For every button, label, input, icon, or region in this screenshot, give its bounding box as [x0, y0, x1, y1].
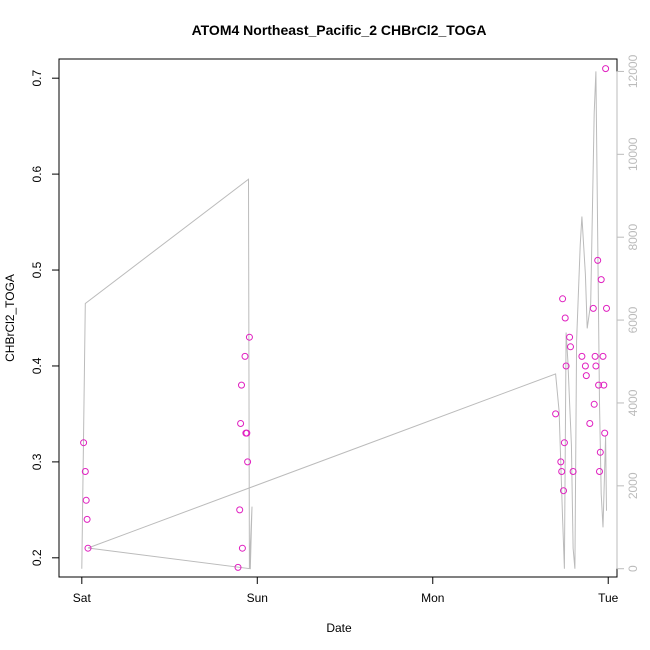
series-line: [81, 71, 607, 570]
data-point: [557, 458, 565, 466]
data-point: [558, 468, 566, 475]
data-point: [601, 429, 609, 437]
x-axis-label: Date: [326, 621, 352, 635]
x-axis: Sat Sun Mon Tue: [73, 576, 619, 605]
y-left-tick-label: 0.3: [30, 453, 44, 470]
data-point: [592, 362, 600, 370]
y-right-tick-label: 10000: [626, 137, 640, 171]
data-point: [569, 468, 577, 475]
data-point: [237, 420, 245, 427]
data-point: [599, 352, 607, 360]
y-right-tick-label: 4000: [626, 389, 640, 416]
data-point: [596, 468, 603, 475]
data-point: [581, 362, 589, 370]
y-axis-label: CHBrCl2_TOGA: [3, 274, 17, 362]
plot-frame: [58, 58, 618, 578]
data-point: [84, 544, 92, 552]
data-point: [238, 544, 246, 552]
y-axis-right: 0 2000 4000 6000 8000 10000 12000: [616, 54, 640, 572]
y-left-tick-label: 0.2: [30, 549, 44, 566]
data-point: [238, 381, 245, 389]
series-layer: [80, 65, 610, 571]
data-point: [245, 333, 253, 341]
data-point: [578, 352, 586, 360]
data-point: [243, 429, 251, 437]
y-axis-left: 0.2 0.3 0.4 0.5 0.6 0.7: [30, 70, 60, 566]
data-point: [586, 420, 594, 427]
data-point: [596, 448, 604, 456]
x-tick-label: Tue: [598, 591, 619, 605]
data-point: [567, 343, 574, 351]
data-point: [559, 295, 567, 303]
data-point: [80, 439, 88, 447]
data-point: [594, 256, 602, 264]
y-left-tick-label: 0.4: [30, 357, 44, 374]
x-tick-label: Sat: [73, 591, 92, 605]
data-point: [562, 362, 570, 370]
y-right-tick-label: 12000: [626, 54, 640, 88]
data-point: [591, 352, 599, 360]
y-left-tick-label: 0.7: [30, 70, 44, 87]
y-right-tick-label: 2000: [626, 472, 640, 499]
data-point: [603, 304, 610, 312]
data-point: [83, 515, 91, 523]
chart-title: ATOM4 Northeast_Pacific_2 CHBrCl2_TOGA: [192, 22, 487, 38]
y-right-tick-label: 8000: [626, 224, 640, 251]
data-point: [602, 65, 610, 73]
x-tick-label: Sun: [247, 591, 268, 605]
data-point: [234, 563, 242, 571]
data-point: [241, 352, 249, 360]
data-point: [561, 314, 569, 322]
data-point: [552, 410, 560, 418]
data-point: [244, 458, 252, 466]
data-point: [589, 304, 597, 312]
data-point: [82, 496, 90, 504]
data-point: [81, 468, 89, 475]
y-right-tick-label: 6000: [626, 306, 640, 333]
data-point: [595, 381, 603, 389]
data-point: [566, 333, 574, 341]
data-point: [597, 276, 605, 284]
y-left-tick-label: 0.6: [30, 165, 44, 182]
data-point: [236, 506, 244, 514]
data-point: [600, 381, 608, 389]
x-tick-label: Mon: [421, 591, 444, 605]
data-point: [590, 400, 598, 408]
data-point: [560, 487, 567, 495]
data-point: [560, 439, 568, 447]
y-right-tick-label: 0: [626, 565, 640, 572]
data-point: [582, 372, 590, 380]
y-left-tick-label: 0.5: [30, 261, 44, 278]
